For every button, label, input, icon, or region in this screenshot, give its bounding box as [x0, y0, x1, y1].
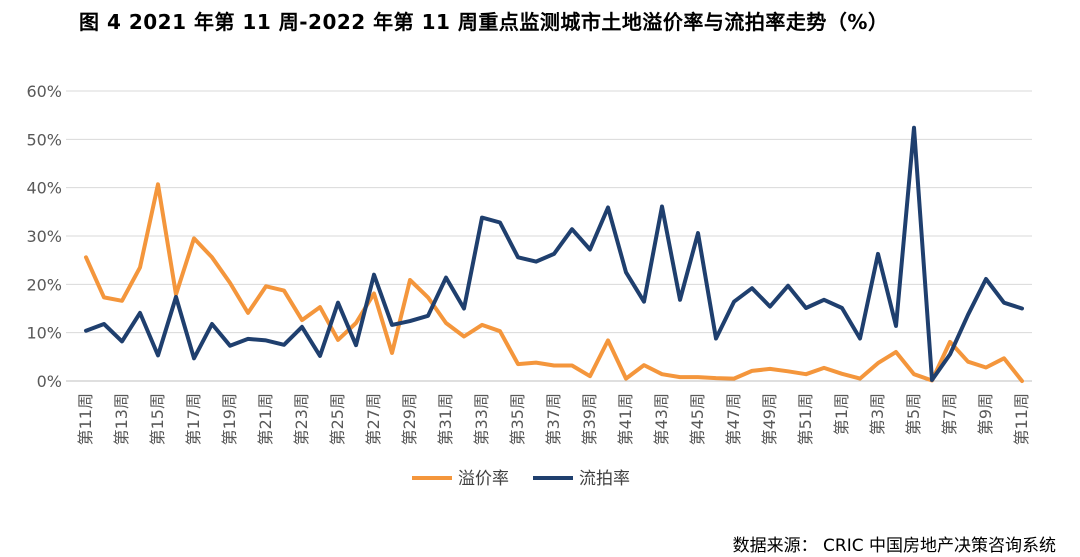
- y-tick-label: 0%: [37, 372, 62, 391]
- x-tick-label: 第13周: [112, 393, 131, 445]
- x-tick-label: 第27周: [364, 393, 383, 445]
- x-tick-label: 第7周: [940, 393, 959, 435]
- x-tick-label: 第49周: [760, 393, 779, 445]
- chart-title: 图 4 2021 年第 11 周-2022 年第 11 周重点监测城市土地溢价率…: [79, 10, 889, 34]
- x-tick-label: 第11周: [76, 393, 95, 445]
- x-tick-label: 第43周: [652, 393, 671, 445]
- x-axis: 第11周 第13周 第15周 第17周 第19周 第21周 第23周 第25周 第27周 第29周…: [76, 393, 1031, 445]
- x-tick-label: 第47周: [724, 393, 743, 445]
- y-axis: 0% 10% 20% 30% 40% 50% 60%: [26, 82, 62, 391]
- x-tick-label: 第17周: [184, 393, 203, 445]
- y-tick-label: 20%: [26, 275, 62, 294]
- x-tick-label: 第25周: [328, 393, 347, 445]
- x-tick-label: 第35周: [508, 393, 527, 445]
- x-tick-label: 第39周: [580, 393, 599, 445]
- x-tick-label: 第37周: [544, 393, 563, 445]
- x-tick-label: 第45周: [688, 393, 707, 445]
- x-tick-label: 第11周: [1012, 393, 1031, 445]
- y-tick-label: 60%: [26, 82, 62, 101]
- x-tick-label: 第3周: [868, 393, 887, 435]
- x-tick-label: 第31周: [436, 393, 455, 445]
- x-tick-label: 第19周: [220, 393, 239, 445]
- x-tick-label: 第9周: [976, 393, 995, 435]
- x-tick-label: 第5周: [904, 393, 923, 435]
- y-tick-label: 50%: [26, 130, 62, 149]
- x-tick-label: 第41周: [616, 393, 635, 445]
- x-tick-label: 第51周: [796, 393, 815, 445]
- legend-label: 流拍率: [579, 469, 630, 489]
- x-tick-label: 第29周: [400, 393, 419, 445]
- y-tick-label: 30%: [26, 227, 62, 246]
- source-note: 数据来源： CRIC 中国房地产决策咨询系统: [732, 536, 1056, 556]
- legend-label: 溢价率: [458, 469, 509, 489]
- y-tick-label: 10%: [26, 324, 62, 343]
- x-tick-label: 第15周: [148, 393, 167, 445]
- premium-rate-line: [84, 182, 1024, 383]
- x-tick-label: 第33周: [472, 393, 491, 445]
- gridlines: [66, 90, 1032, 382]
- x-tick-label: 第1周: [832, 393, 851, 435]
- legend: 溢价率 流拍率: [412, 469, 630, 489]
- y-tick-label: 40%: [26, 179, 62, 198]
- x-tick-label: 第23周: [292, 393, 311, 445]
- series-lines: [84, 125, 1024, 383]
- failure-rate-line: [84, 125, 1024, 382]
- x-tick-label: 第21周: [256, 393, 275, 445]
